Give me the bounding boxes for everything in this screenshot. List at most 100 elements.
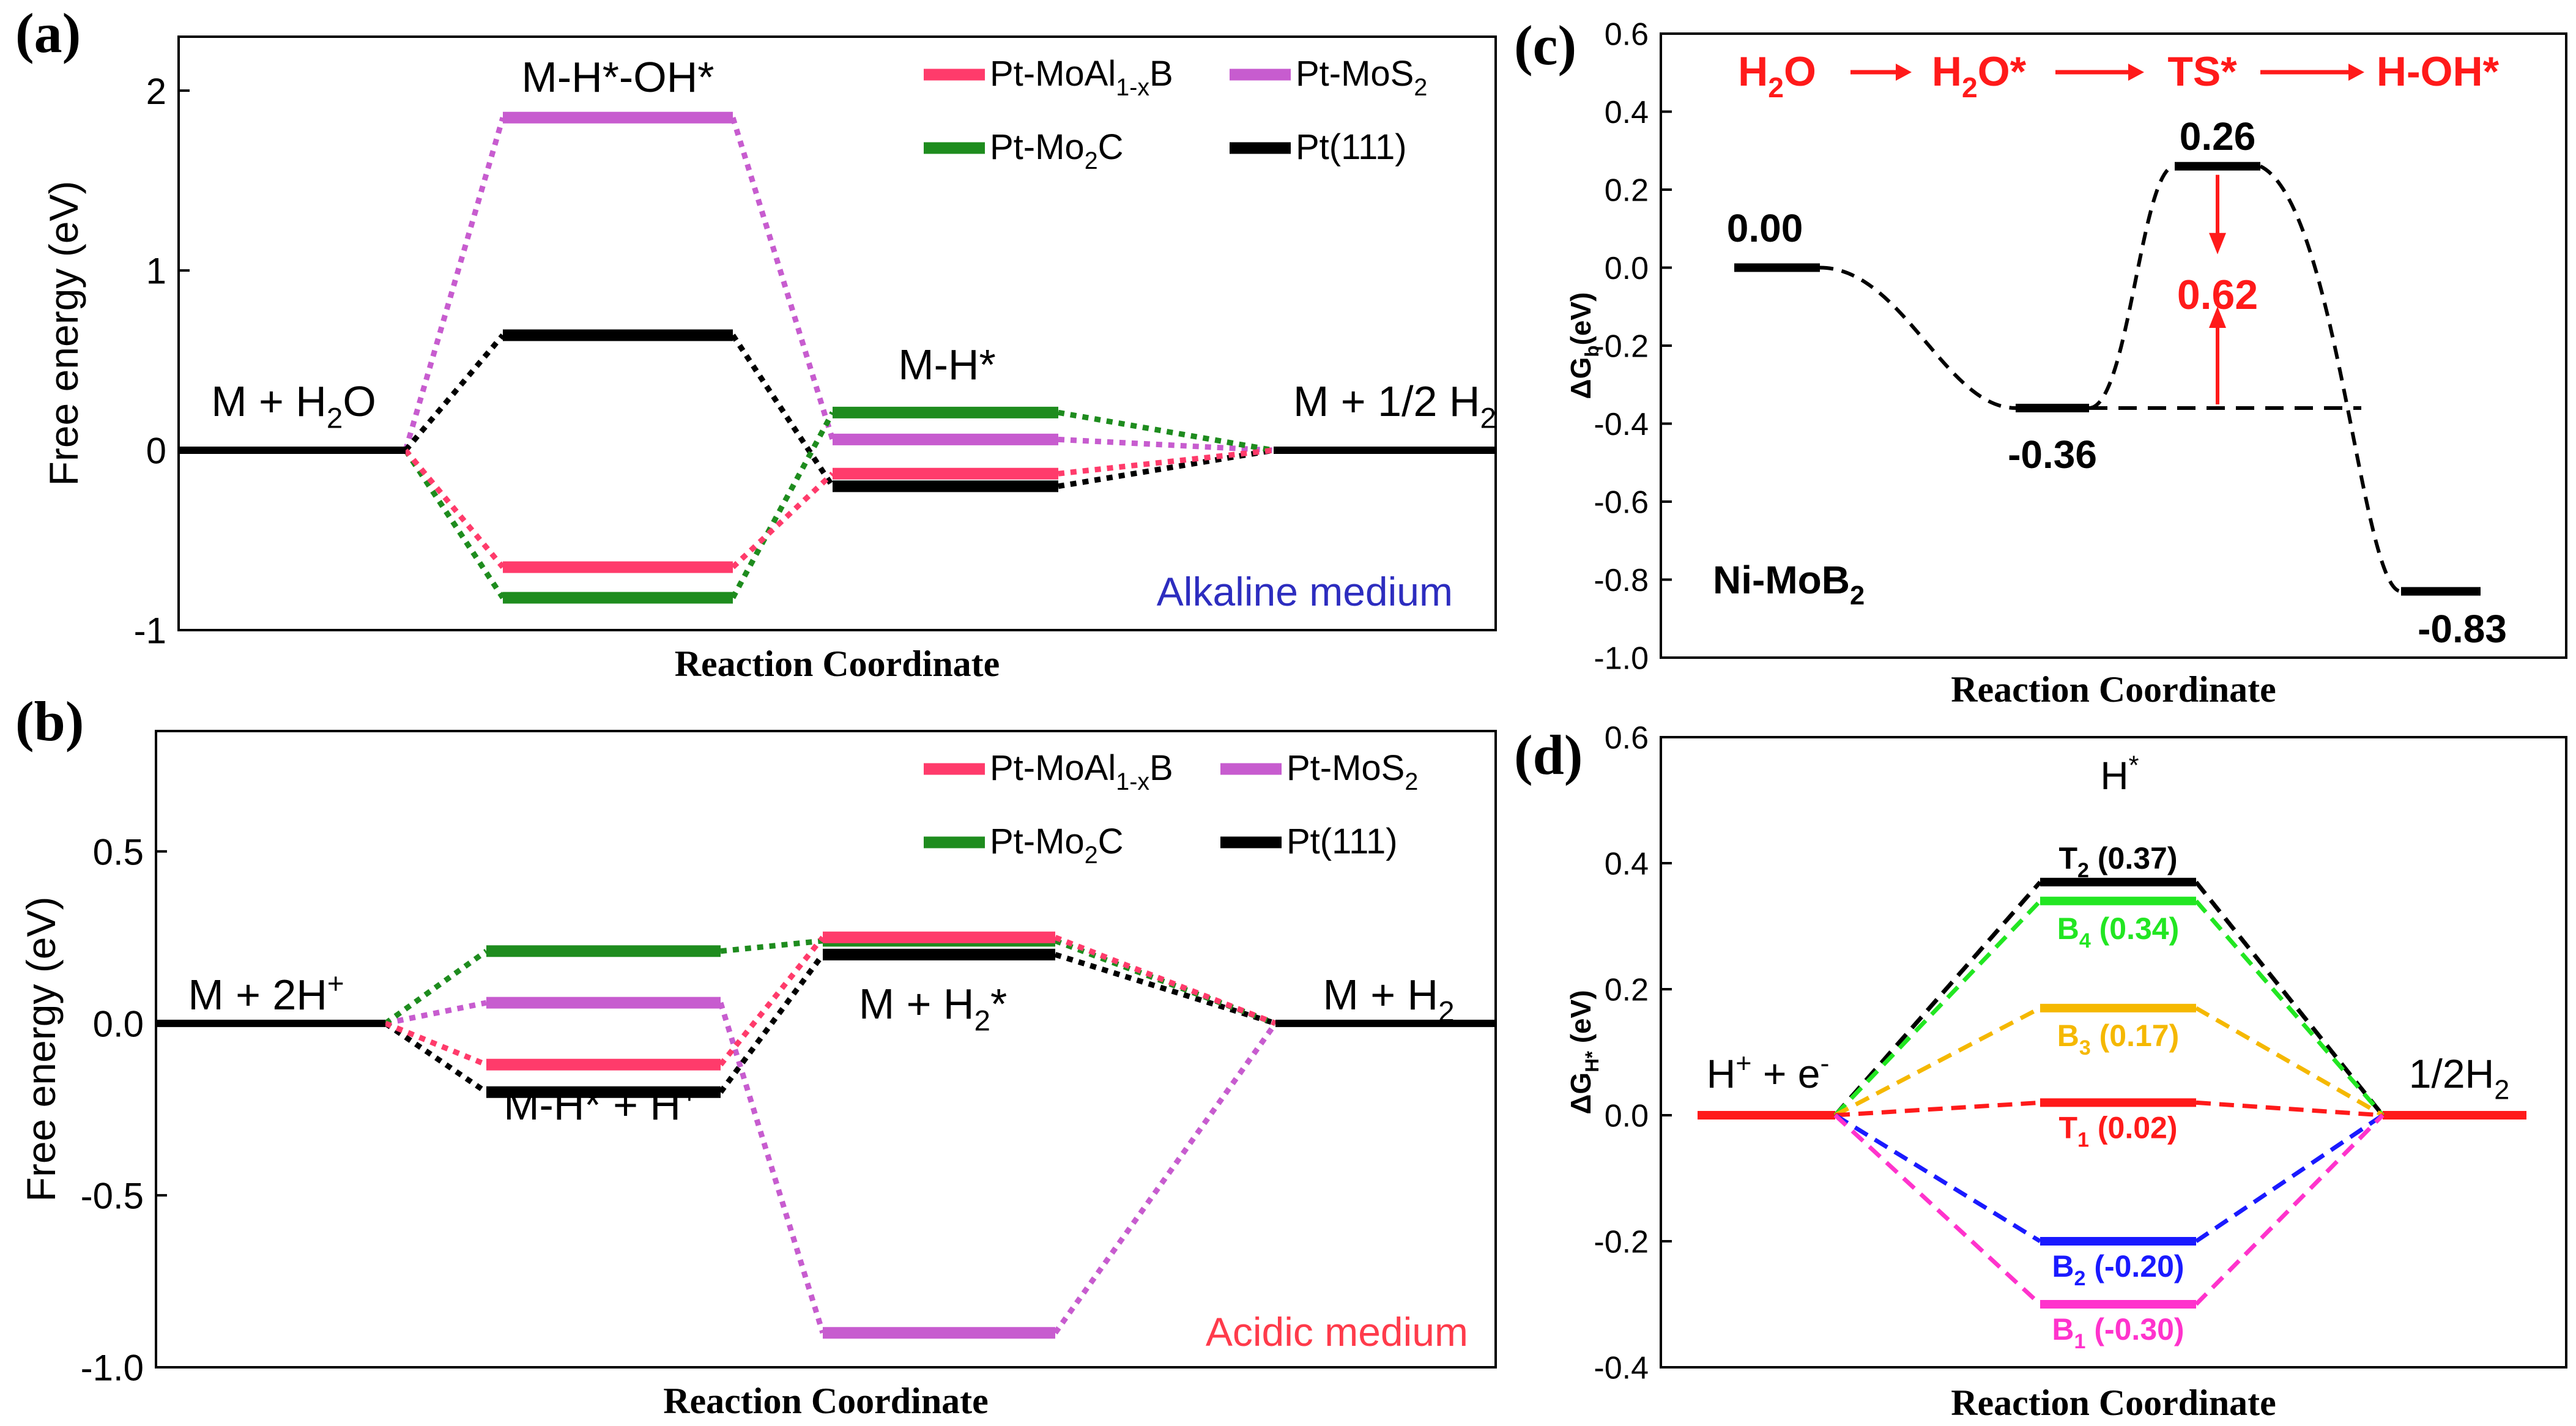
point-label-c: -0.83 bbox=[2418, 607, 2507, 651]
pathway-arrowhead bbox=[1896, 64, 1912, 81]
legend-label-a: Pt-MoAl1-xB bbox=[990, 54, 1173, 101]
y-axis-label-c: ΔGb(eV) bbox=[1565, 292, 1603, 399]
connector-b bbox=[718, 953, 825, 1094]
state-label-a: M-H* bbox=[898, 341, 995, 388]
pathway-step: TS* bbox=[2167, 48, 2237, 95]
connector-a bbox=[730, 116, 836, 440]
state-label-a: M-H*-OH* bbox=[522, 53, 715, 101]
panel-label-b: (b) bbox=[15, 690, 84, 752]
axis-b-tick-label: -1.0 bbox=[81, 1348, 144, 1389]
legend-label-b: Pt-MoAl1-xB bbox=[990, 748, 1173, 795]
connector-B4 bbox=[1833, 899, 2042, 1117]
state-label-a: M + 1/2 H2 bbox=[1293, 377, 1496, 435]
catalyst-label: Ni-MoB2 bbox=[1713, 558, 1865, 611]
axis-a-tick-label: 2 bbox=[146, 71, 166, 112]
connector-B4 bbox=[2194, 899, 2385, 1117]
connector-T2 bbox=[1833, 880, 2042, 1117]
axis-d-tick-label: 0.4 bbox=[1605, 847, 1649, 882]
pathway-step: H2O bbox=[1738, 48, 1816, 103]
connector-a bbox=[730, 333, 835, 488]
axis-c-tick-label: 0.4 bbox=[1605, 95, 1649, 130]
connector-b bbox=[1054, 935, 1277, 1027]
connector-T2 bbox=[2194, 880, 2385, 1117]
legend-label-b: Pt(111) bbox=[1286, 822, 1398, 861]
axis-d-tick-label: 0.2 bbox=[1605, 973, 1649, 1008]
connector-B1 bbox=[1833, 1113, 2042, 1306]
level-label-B4: B4 (0.34) bbox=[2057, 912, 2180, 953]
point-label-c: 0.26 bbox=[2180, 114, 2256, 158]
legend-label-a: Pt(111) bbox=[1296, 127, 1407, 167]
pathway-arrowhead bbox=[2128, 64, 2144, 81]
connector-b bbox=[720, 938, 823, 954]
level-label-B3: B3 (0.17) bbox=[2057, 1019, 2180, 1060]
pathway-step: H-OH* bbox=[2377, 48, 2500, 95]
connector-b bbox=[718, 935, 825, 1067]
axis-a-tick-label: 1 bbox=[146, 251, 166, 292]
axis-b-tick-label: 0.5 bbox=[93, 831, 144, 872]
chart-title-d: H* bbox=[2100, 751, 2139, 798]
state-label-a: M + H2O bbox=[211, 377, 376, 435]
y-axis-label-b: Free energy (eV) bbox=[18, 897, 64, 1202]
connector-T1 bbox=[1835, 1100, 2041, 1118]
connector-a bbox=[1058, 409, 1274, 453]
connector-a bbox=[1058, 447, 1274, 477]
connector-b bbox=[384, 949, 488, 1026]
state-label-d: H+ + e- bbox=[1707, 1047, 1830, 1096]
point-label-c: -0.36 bbox=[2008, 433, 2097, 477]
axis-a-tick-label: -1 bbox=[134, 611, 166, 652]
energy-profile-curve bbox=[1819, 164, 2402, 593]
y-axis-label-a: Free energy (eV) bbox=[41, 181, 86, 486]
axis-b-tick-label: -0.5 bbox=[81, 1176, 144, 1217]
barrier-label: 0.62 bbox=[2177, 272, 2258, 318]
axis-c-tick-label: 0.0 bbox=[1605, 251, 1649, 286]
connector-a bbox=[403, 448, 505, 600]
level-label-B2: B2 (-0.20) bbox=[2052, 1249, 2184, 1290]
axis-d-tick-label: 0.6 bbox=[1605, 721, 1649, 756]
axis-c-tick-label: -0.2 bbox=[1594, 329, 1649, 365]
connector-a bbox=[403, 448, 505, 569]
point-label-c: 0.00 bbox=[1727, 206, 1803, 250]
panel-c: -1.0 -0.8 -0.6 -0.4 -0.2 0.0 0.2 0.4 0.6 (c) ΔGb(e… bbox=[1514, 14, 2567, 710]
legend-label-b: Pt-MoS2 bbox=[1286, 748, 1418, 795]
axis-b-tick-label: 0.0 bbox=[93, 1003, 144, 1044]
y-axis-label-d: ΔGH* (eV) bbox=[1565, 990, 1603, 1114]
connector-a bbox=[403, 333, 505, 452]
panel-label-c: (c) bbox=[1514, 14, 1576, 76]
state-label-b: M-H* + H+ bbox=[503, 1077, 698, 1129]
axis-c-tick-label: -0.6 bbox=[1594, 485, 1649, 521]
axis-c-tick-label: 0.2 bbox=[1605, 173, 1649, 209]
panel-b: -1.0 -0.5 0.0 0.5 (b) Free energy (eV) Reactio… bbox=[15, 690, 1497, 1421]
medium-label-a: Alkaline medium bbox=[1157, 569, 1453, 614]
axis-d-frame bbox=[1660, 736, 2567, 1368]
connector-B3 bbox=[2195, 1006, 2384, 1118]
medium-label-b: Acidic medium bbox=[1206, 1309, 1468, 1354]
connector-B1 bbox=[2194, 1113, 2385, 1306]
state-label-b: M + 2H+ bbox=[188, 967, 344, 1019]
x-axis-label-c: Reaction Coordinate bbox=[1951, 669, 2276, 710]
connector-b bbox=[384, 1021, 488, 1094]
panel-a: -1 0 1 2 (a) Free energy (eV) Reaction Coordin… bbox=[15, 2, 1497, 684]
connector-a bbox=[403, 117, 506, 451]
state-label-b: M + H2 bbox=[1323, 971, 1454, 1028]
x-axis-label-d: Reaction Coordinate bbox=[1951, 1383, 2276, 1423]
pathway-arrowhead bbox=[2348, 64, 2364, 81]
panel-label-a: (a) bbox=[15, 2, 81, 64]
legend-label-a: Pt-MoS2 bbox=[1296, 54, 1427, 101]
axis-a-tick-label: 0 bbox=[146, 431, 166, 472]
barrier-arrowhead bbox=[2209, 306, 2226, 328]
connector-b bbox=[385, 1000, 487, 1027]
connector-T1 bbox=[2196, 1100, 2383, 1118]
connector-b bbox=[1053, 1022, 1278, 1335]
x-axis-label-b: Reaction Coordinate bbox=[663, 1381, 989, 1421]
axis-d-tick-label: -0.4 bbox=[1594, 1351, 1649, 1386]
connector-b bbox=[1054, 952, 1277, 1027]
level-label-B1: B1 (-0.30) bbox=[2052, 1312, 2184, 1353]
pathway-step: H2O* bbox=[1932, 48, 2027, 103]
connector-B2 bbox=[1834, 1113, 2041, 1243]
axis-c-tick-label: 0.6 bbox=[1605, 17, 1649, 53]
axis-d-tick-label: 0.0 bbox=[1605, 1099, 1649, 1134]
legend-label-a: Pt-Mo2C bbox=[990, 127, 1124, 174]
connector-b bbox=[384, 1020, 488, 1068]
axis-a-frame bbox=[177, 35, 1497, 631]
barrier-arrowhead bbox=[2209, 232, 2226, 254]
